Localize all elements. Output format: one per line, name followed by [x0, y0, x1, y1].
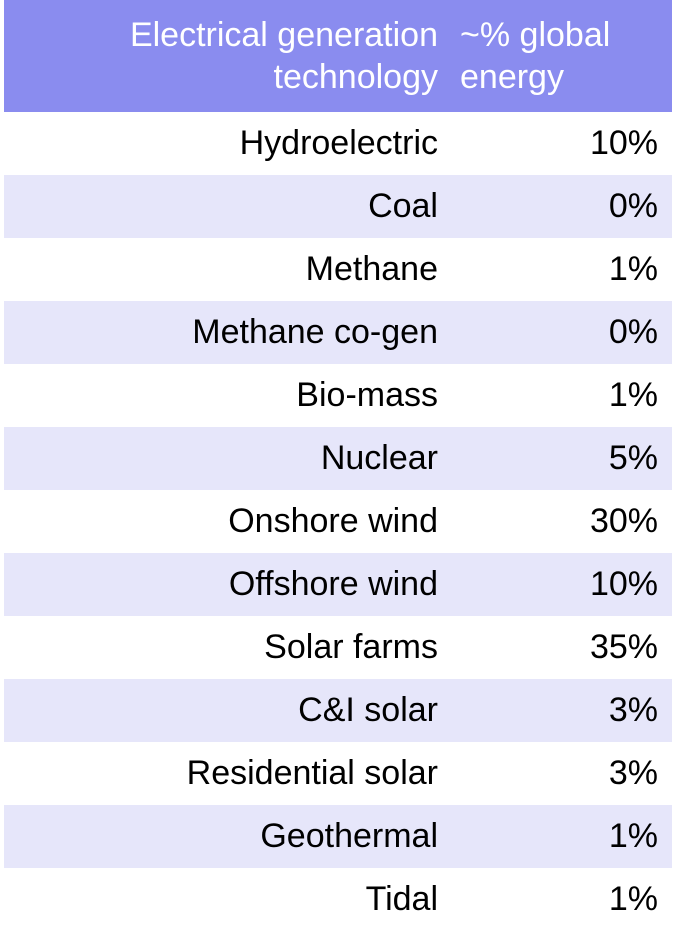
table-row: Onshore wind 30% [4, 490, 672, 553]
technology-cell: Geothermal [260, 817, 438, 855]
column-header-technology-line1: Electrical generation [129, 16, 438, 54]
share-cell: 0% [608, 187, 658, 225]
technology-cell: Methane co-gen [192, 313, 438, 351]
table-row: C&I solar 3% [4, 679, 672, 742]
technology-cell: C&I solar [298, 691, 438, 729]
share-cell: 1% [608, 376, 658, 414]
column-header-share: ~% global energy [446, 0, 672, 112]
share-cell: 35% [589, 628, 658, 666]
table-header: Electrical generation technology ~% glob… [4, 0, 672, 112]
share-cell: 5% [608, 439, 658, 477]
table-row: Residential solar 3% [4, 742, 672, 805]
technology-cell: Tidal [365, 880, 438, 918]
technology-cell: Solar farms [264, 628, 438, 666]
technology-cell: Methane [305, 250, 438, 288]
table-row: Geothermal 1% [4, 805, 672, 868]
share-cell: 1% [608, 250, 658, 288]
share-cell: 10% [589, 565, 658, 603]
column-header-technology: Electrical generation technology [4, 0, 446, 112]
column-header-share-line2: energy [460, 58, 564, 96]
table-row: Methane co-gen 0% [4, 301, 672, 364]
technology-cell: Residential solar [186, 754, 438, 792]
share-cell: 3% [608, 754, 658, 792]
column-header-technology-line2: technology [273, 58, 438, 96]
table-row: Tidal 1% [4, 868, 672, 931]
table-row: Solar farms 35% [4, 616, 672, 679]
technology-cell: Hydroelectric [239, 124, 438, 162]
table-row: Methane 1% [4, 238, 672, 301]
technology-cell: Coal [368, 187, 438, 225]
table-row: Coal 0% [4, 175, 672, 238]
table-row: Bio-mass 1% [4, 364, 672, 427]
table-row: Hydroelectric 10% [4, 112, 672, 175]
share-cell: 1% [608, 817, 658, 855]
column-header-share-line1: ~% global [460, 16, 611, 54]
table-row: Offshore wind 10% [4, 553, 672, 616]
share-cell: 30% [589, 502, 658, 540]
technology-cell: Offshore wind [228, 565, 438, 603]
share-cell: 3% [608, 691, 658, 729]
technology-cell: Bio-mass [296, 376, 438, 414]
technology-cell: Onshore wind [228, 502, 438, 540]
share-cell: 0% [608, 313, 658, 351]
share-cell: 1% [608, 880, 658, 918]
generation-table: Electrical generation technology ~% glob… [4, 0, 672, 931]
technology-cell: Nuclear [320, 439, 438, 477]
table-row: Nuclear 5% [4, 427, 672, 490]
share-cell: 10% [589, 124, 658, 162]
